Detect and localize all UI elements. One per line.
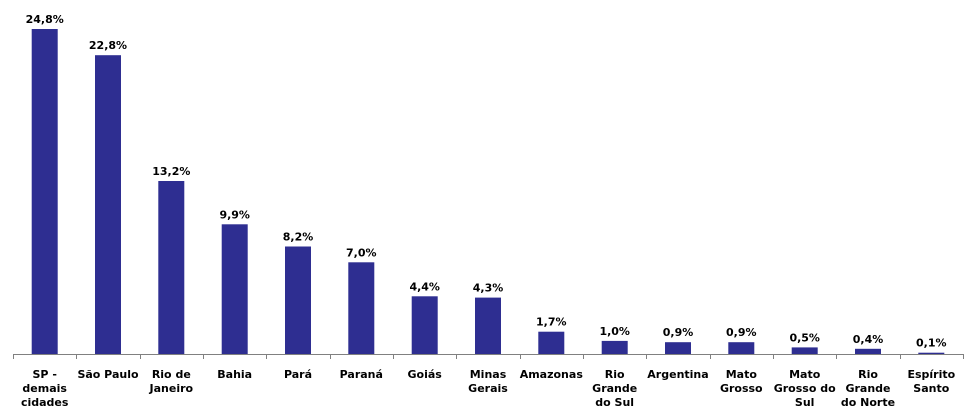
category-label: Amazonas — [520, 368, 584, 381]
data-label: 4,4% — [409, 280, 440, 293]
category-label-line: do Sul — [595, 396, 634, 409]
category-label-line: Rio de — [152, 368, 191, 381]
category-label: Espírito Santo — [907, 368, 955, 395]
bar — [95, 55, 121, 354]
category-label-line: Gerais — [468, 382, 508, 395]
category-label-line: Rio — [605, 368, 625, 381]
category-label-line: Santo — [913, 382, 949, 395]
category-label-line: SP - — [33, 368, 57, 381]
data-label: 0,9% — [663, 326, 694, 339]
category-label-line: Minas — [470, 368, 507, 381]
category-label-line: Grande — [845, 382, 890, 395]
category-label-line: Goiás — [408, 368, 443, 381]
category-label: SP -demais cidades — [21, 368, 69, 409]
category-label: Mato Grosso do Sul — [774, 368, 836, 409]
category-label: Minas Gerais — [468, 368, 508, 395]
bar — [791, 347, 818, 354]
data-label: 7,0% — [346, 246, 377, 259]
bar — [728, 342, 755, 354]
data-labels-group: 24,8% 22,8% 13,2% 9,9% 8,2% 7,0% 4,4% 4,3% 1,7% 1… — [26, 13, 947, 350]
category-label-line: Amazonas — [520, 368, 584, 381]
x-axis-ticks — [13, 354, 964, 359]
category-label-line: Grosso — [720, 382, 763, 395]
category-label-line: São Paulo — [77, 368, 139, 381]
data-label: 22,8% — [89, 39, 127, 52]
data-label: 8,2% — [283, 231, 314, 244]
bar — [855, 348, 881, 354]
bar — [411, 296, 438, 354]
category-label-line: Paraná — [340, 368, 383, 381]
category-labels-group: SP -demais cidades São Paulo Rio de Janeiro B… — [21, 368, 956, 409]
bar — [285, 246, 311, 354]
category-label-line: Pará — [284, 368, 312, 381]
category-label: Pará — [284, 368, 312, 381]
data-label: 13,2% — [152, 165, 190, 178]
data-label: 1,7% — [536, 316, 567, 329]
category-label: Argentina — [647, 368, 708, 381]
bar — [601, 340, 628, 354]
bar — [158, 181, 185, 354]
bar — [475, 297, 501, 354]
bar — [348, 262, 375, 354]
bar — [31, 29, 58, 354]
category-label-line: Mato — [789, 368, 821, 381]
category-label: Paraná — [340, 368, 383, 381]
category-label-line: Janeiro — [149, 382, 194, 395]
category-label-line: cidades — [21, 396, 69, 409]
category-label-line: do Norte — [841, 396, 895, 409]
data-label: 24,8% — [26, 13, 64, 26]
data-label: 0,9% — [726, 326, 757, 339]
category-label-line: demais — [22, 382, 67, 395]
category-label: Bahia — [217, 368, 252, 381]
data-label: 0,5% — [789, 331, 820, 344]
data-label: 0,4% — [853, 333, 884, 346]
bar — [918, 352, 945, 354]
data-label: 4,3% — [473, 282, 504, 295]
bar — [665, 342, 691, 354]
category-label-line: Grande — [592, 382, 637, 395]
category-label-line: Sul — [795, 396, 815, 409]
data-label: 0,1% — [916, 337, 947, 350]
category-label-line: Grosso do — [774, 382, 836, 395]
category-label: Rio Grande do Sul — [592, 368, 637, 409]
category-label: Goiás — [408, 368, 443, 381]
category-label-line: Bahia — [217, 368, 252, 381]
category-label: São Paulo — [77, 368, 139, 381]
data-label: 1,0% — [599, 325, 630, 338]
category-label-line: Espírito — [907, 368, 955, 381]
category-label-line: Rio — [858, 368, 878, 381]
category-label-line: Argentina — [647, 368, 708, 381]
category-label: Rio Grande do Norte — [841, 368, 895, 409]
bars-group — [31, 29, 945, 354]
bar — [538, 331, 565, 354]
category-label: Mato Grosso — [720, 368, 763, 395]
data-label: 9,9% — [219, 208, 250, 221]
category-label-line: Mato — [726, 368, 758, 381]
bar — [221, 224, 248, 354]
category-label: Rio de Janeiro — [149, 368, 194, 395]
